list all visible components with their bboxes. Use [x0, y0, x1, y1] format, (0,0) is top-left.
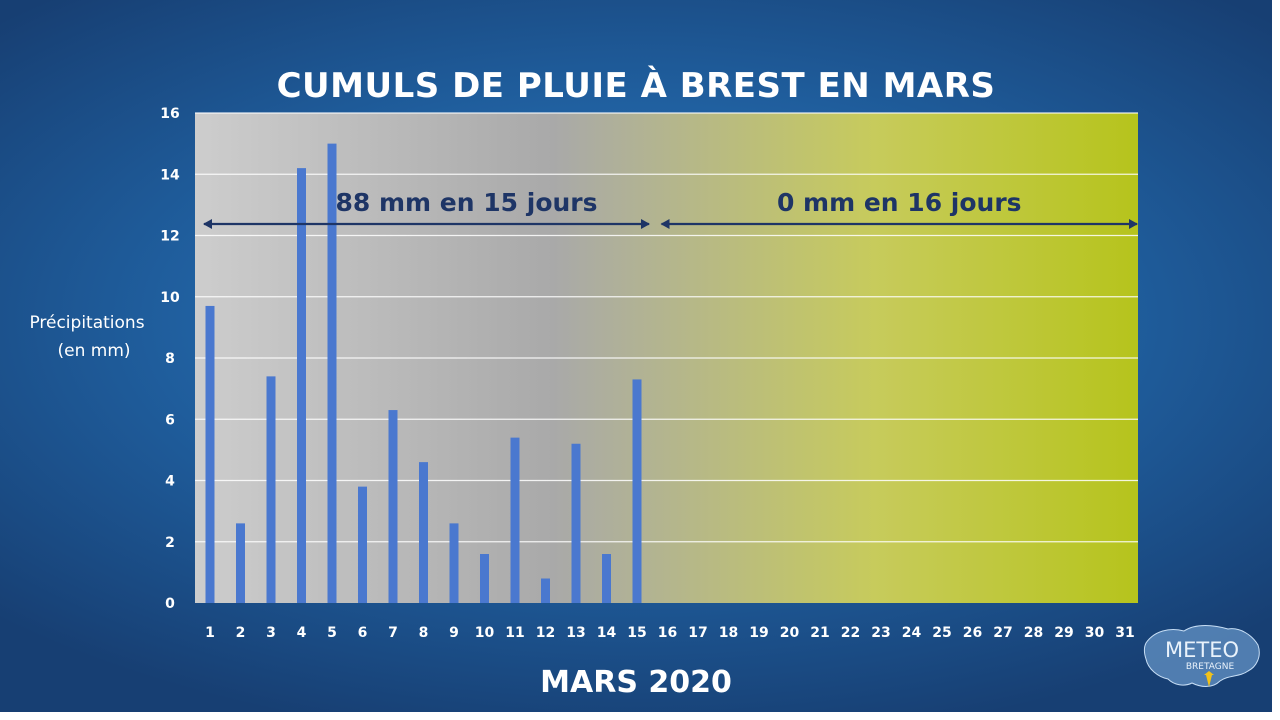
x-tick-label: 14: [597, 625, 617, 641]
x-tick-label: 5: [327, 625, 337, 641]
x-tick-label: 16: [658, 625, 677, 641]
x-tick-label: 6: [358, 625, 368, 641]
x-tick-label: 9: [449, 625, 459, 641]
logo-word: METEO: [1165, 638, 1239, 662]
bar-day-6: [358, 486, 367, 603]
annotation-label-2: 0 mm en 16 jours: [777, 188, 1022, 217]
x-tick-label: 10: [475, 625, 495, 641]
y-tick-label: 12: [160, 229, 179, 245]
x-axis-label: MARS 2020: [540, 665, 732, 700]
bar-day-2: [236, 523, 245, 603]
y-axis-label-unit: (en mm): [57, 341, 130, 361]
annotation-label-1: 88 mm en 15 jours: [336, 188, 598, 217]
x-tick-label: 23: [871, 625, 890, 641]
x-tick-label: 26: [963, 625, 982, 641]
x-tick-label: 25: [932, 625, 951, 641]
bar-day-7: [388, 410, 398, 603]
brittany-map-icon: [1144, 625, 1260, 687]
y-tick-label: 0: [165, 596, 175, 612]
x-tick-label: 12: [536, 625, 555, 641]
x-tick-label: 27: [993, 625, 1012, 641]
x-tick-label: 29: [1054, 625, 1073, 641]
ermine-icon: [1204, 671, 1214, 687]
x-axis-ticks: 1 2 3 4 5 6 7 8 9 10 11 12 13 14 15 16 17 18 19 20 21 22 23 24 2…: [205, 625, 1135, 641]
y-tick-label: 14: [160, 167, 180, 183]
bar-day-3: [266, 376, 276, 603]
gridlines: [195, 112, 1138, 543]
x-tick-label: 2: [236, 625, 246, 641]
bar-day-12: [541, 578, 550, 603]
x-tick-label: 22: [841, 625, 860, 641]
bars: [205, 143, 642, 603]
x-tick-label: 11: [505, 625, 524, 641]
x-tick-label: 19: [749, 625, 768, 641]
x-tick-label: 30: [1085, 625, 1105, 641]
bar-day-9: [449, 523, 459, 603]
x-tick-label: 3: [266, 625, 276, 641]
y-tick-label: 10: [160, 290, 180, 306]
bar-day-8: [419, 462, 428, 603]
y-tick-label: 8: [165, 351, 175, 367]
x-tick-label: 18: [719, 625, 738, 641]
y-tick-label: 4: [165, 474, 175, 490]
bar-day-13: [571, 443, 581, 603]
x-tick-label: 24: [902, 625, 922, 641]
y-tick-label: 2: [165, 535, 175, 551]
chart-title: CUMULS DE PLUIE À BREST EN MARS: [277, 65, 996, 106]
x-tick-label: 21: [810, 625, 829, 641]
y-tick-label: 16: [160, 106, 179, 122]
x-tick-label: 1: [205, 625, 215, 641]
bar-day-5: [327, 143, 337, 603]
bar-day-15: [632, 379, 642, 603]
y-axis-label: Précipitations: [29, 313, 144, 333]
bar-day-10: [480, 554, 489, 603]
y-tick-label: 6: [165, 412, 175, 428]
bar-day-4: [297, 168, 306, 603]
x-tick-label: 4: [297, 625, 307, 641]
x-tick-label: 31: [1115, 625, 1134, 641]
x-tick-label: 8: [419, 625, 429, 641]
x-tick-label: 28: [1024, 625, 1043, 641]
x-tick-label: 20: [780, 625, 800, 641]
y-axis-ticks: 0 2 4 6 8 10 12 14 16: [160, 106, 180, 612]
x-tick-label: 15: [627, 625, 646, 641]
logo-sub: BRETAGNE: [1186, 662, 1235, 672]
x-tick-label: 13: [566, 625, 585, 641]
meteo-bretagne-logo: METEO BRETAGNE: [1144, 625, 1260, 687]
bar-day-14: [602, 554, 611, 603]
bar-day-11: [510, 437, 520, 603]
annotations: 88 mm en 15 jours 0 mm en 16 jours: [203, 188, 1138, 229]
x-tick-label: 17: [688, 625, 707, 641]
x-tick-label: 7: [388, 625, 398, 641]
bar-day-1: [205, 305, 215, 603]
